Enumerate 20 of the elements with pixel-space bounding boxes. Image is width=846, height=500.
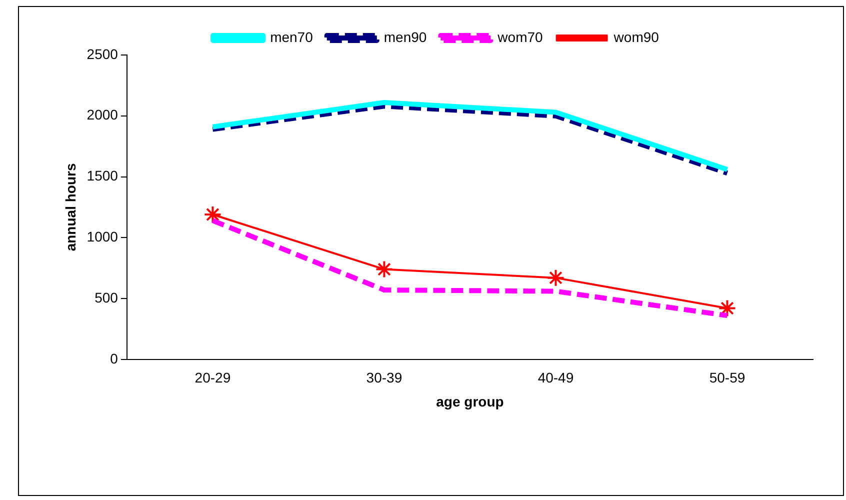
y-tick-label: 1000 (86, 228, 118, 244)
y-tick-label: 0 (110, 350, 118, 366)
x-tick-label: 50-59 (709, 370, 746, 386)
y-tick-label: 1500 (86, 168, 118, 184)
y-tick-label: 500 (94, 289, 118, 306)
legend-label: men70 (270, 28, 314, 45)
y-tick-label: 2500 (86, 46, 118, 62)
x-axis-title: age group (436, 393, 504, 410)
y-axis-title: annual hours (62, 163, 78, 252)
x-tick-label: 30-39 (366, 370, 402, 386)
point (204, 206, 222, 224)
legend-label: men90 (384, 28, 427, 45)
point (546, 268, 565, 287)
point (718, 299, 736, 318)
point (375, 260, 394, 278)
legend-label: wom90 (612, 28, 660, 45)
x-tick-label: 40-49 (538, 370, 574, 386)
y-tick-label: 2000 (86, 106, 118, 123)
legend-label: wom70 (496, 28, 544, 45)
x-tick-label: 20-29 (194, 370, 231, 386)
